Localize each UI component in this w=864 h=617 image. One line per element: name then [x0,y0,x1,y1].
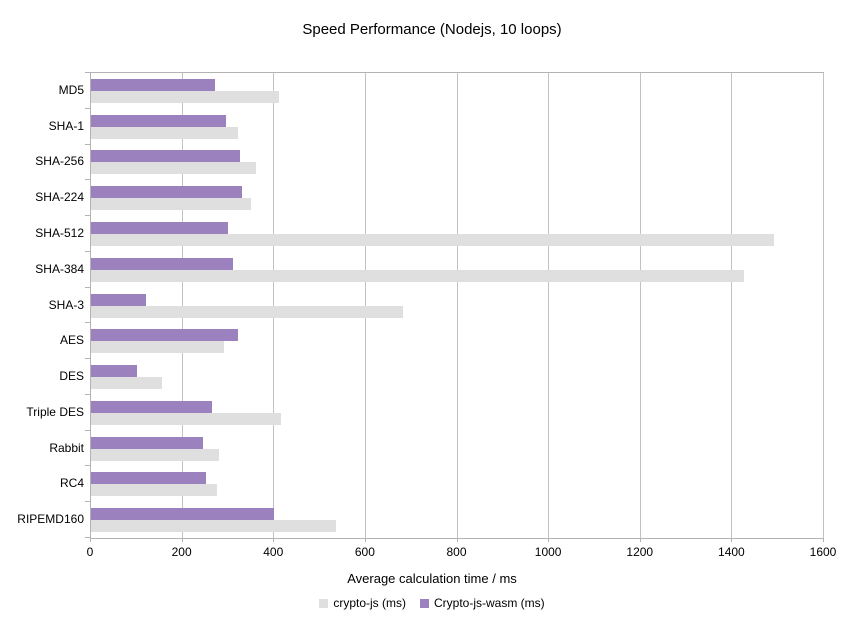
bar-crypto-js-ms--rc4 [91,484,217,497]
bar-crypto-js-wasm-ms--rc4 [91,472,206,485]
y-label-des: DES [59,369,84,384]
x-tick-label-200: 200 [171,545,192,559]
legend-marker-icon [319,598,329,608]
y-axis-tick [85,215,90,216]
bar-crypto-js-wasm-ms--sha-3 [91,293,146,306]
bar-crypto-js-wasm-ms--aes [91,329,238,342]
bar-crypto-js-ms--aes [91,341,224,354]
y-label-ripemd160: RIPEMD160 [17,512,84,527]
bar-crypto-js-wasm-ms--sha-256 [91,150,240,163]
x-axis-tick-1200 [639,538,641,542]
x-axis-tick-400 [273,538,275,542]
x-axis-tick-1400 [731,538,733,542]
y-label-rc4: RC4 [59,476,84,491]
bar-crypto-js-ms--rabbit [91,448,220,461]
x-axis-tick-800 [456,538,458,542]
x-tick-label-800: 800 [446,545,467,559]
y-axis-tick [85,322,90,323]
x-axis-tick-200 [181,538,183,542]
y-axis-tick [85,358,90,359]
bar-crypto-js-wasm-ms--triple-des [91,400,213,413]
bar-crypto-js-ms--triple-des [91,412,282,425]
y-label-sha-1: SHA-1 [48,118,84,133]
y-label-rabbit: Rabbit [49,440,84,455]
y-label-sha-3: SHA-3 [48,297,84,312]
bar-crypto-js-ms--sha-3 [91,305,403,318]
x-axis-tick-1600 [823,538,824,542]
y-label-md5: MD5 [58,82,84,97]
legend-label: Crypto-js-wasm (ms) [434,596,545,610]
x-tick-label-0: 0 [86,545,94,559]
bar-crypto-js-ms--ripemd160 [91,520,337,533]
bar-crypto-js-wasm-ms--des [91,365,137,378]
plot-area [90,72,824,539]
y-label-sha-512: SHA-512 [35,225,84,240]
legend-item-crypto-js-wasm-ms-: Crypto-js-wasm (ms) [420,596,545,610]
legend-marker-icon [420,598,429,608]
bar-crypto-js-wasm-ms--ripemd160 [91,508,275,521]
x-tick-label-1200: 1200 [626,545,654,559]
y-label-sha-256: SHA-256 [35,154,84,169]
x-tick-label-1400: 1400 [718,545,745,559]
bar-crypto-js-wasm-ms--sha-1 [91,114,227,127]
bar-crypto-js-ms--sha-512 [91,233,774,246]
y-label-sha-224: SHA-224 [35,190,84,205]
bar-crypto-js-ms--md5 [91,90,279,103]
chart-title: Speed Performance (Nodejs, 10 loops) [302,21,562,38]
y-axis-tick [85,537,90,538]
y-axis-tick [85,251,90,252]
legend: crypto-js (ms) Crypto-js-wasm (ms) [0,596,864,610]
bar-crypto-js-wasm-ms--sha-224 [91,186,243,199]
bar-crypto-js-wasm-ms--sha-384 [91,257,234,270]
x-axis-tick-600 [364,538,366,542]
legend-item-crypto-js-ms-: crypto-js (ms) [319,596,406,610]
bar-crypto-js-ms--sha-384 [91,269,744,282]
gridline-x-1000 [548,73,550,538]
y-label-aes: AES [59,333,84,348]
y-axis-tick [85,430,90,431]
x-axis-tick-0 [90,538,91,542]
bar-crypto-js-wasm-ms--md5 [91,78,215,91]
gridline-x-1200 [639,73,641,538]
x-tick-label-600: 600 [354,545,375,559]
x-tick-label-400: 400 [263,545,284,559]
legend-label: crypto-js (ms) [333,596,406,610]
bar-crypto-js-ms--sha-1 [91,126,238,139]
x-axis-tick-1000 [548,538,550,542]
bar-crypto-js-ms--sha-224 [91,198,252,211]
y-axis-tick [85,144,90,145]
bar-crypto-js-ms--sha-256 [91,162,256,175]
y-label-triple-des: Triple DES [26,404,84,419]
bar-crypto-js-wasm-ms--rabbit [91,436,204,449]
gridline-x-800 [456,73,458,538]
y-axis-tick [85,108,90,109]
bar-crypto-js-ms--des [91,377,162,390]
y-axis-tick [85,394,90,395]
y-axis-tick [85,72,90,73]
gridline-x-1400 [731,73,733,538]
gridline-x-1600 [823,73,824,538]
bar-crypto-js-wasm-ms--sha-512 [91,221,229,234]
y-axis-tick [85,501,90,502]
y-axis-category-labels: MD5 SHA-1 SHA-256 SHA-224 SHA-512 SHA-384 SHA-… [0,72,84,537]
y-axis-tick [85,179,90,180]
x-tick-label-1600: 1600 [809,545,837,559]
x-axis-title: Average calculation time / ms [347,571,517,586]
y-axis-tick [85,287,90,288]
y-axis-tick [85,465,90,466]
x-tick-label-1000: 1000 [534,545,562,559]
y-label-sha-384: SHA-384 [35,261,84,276]
